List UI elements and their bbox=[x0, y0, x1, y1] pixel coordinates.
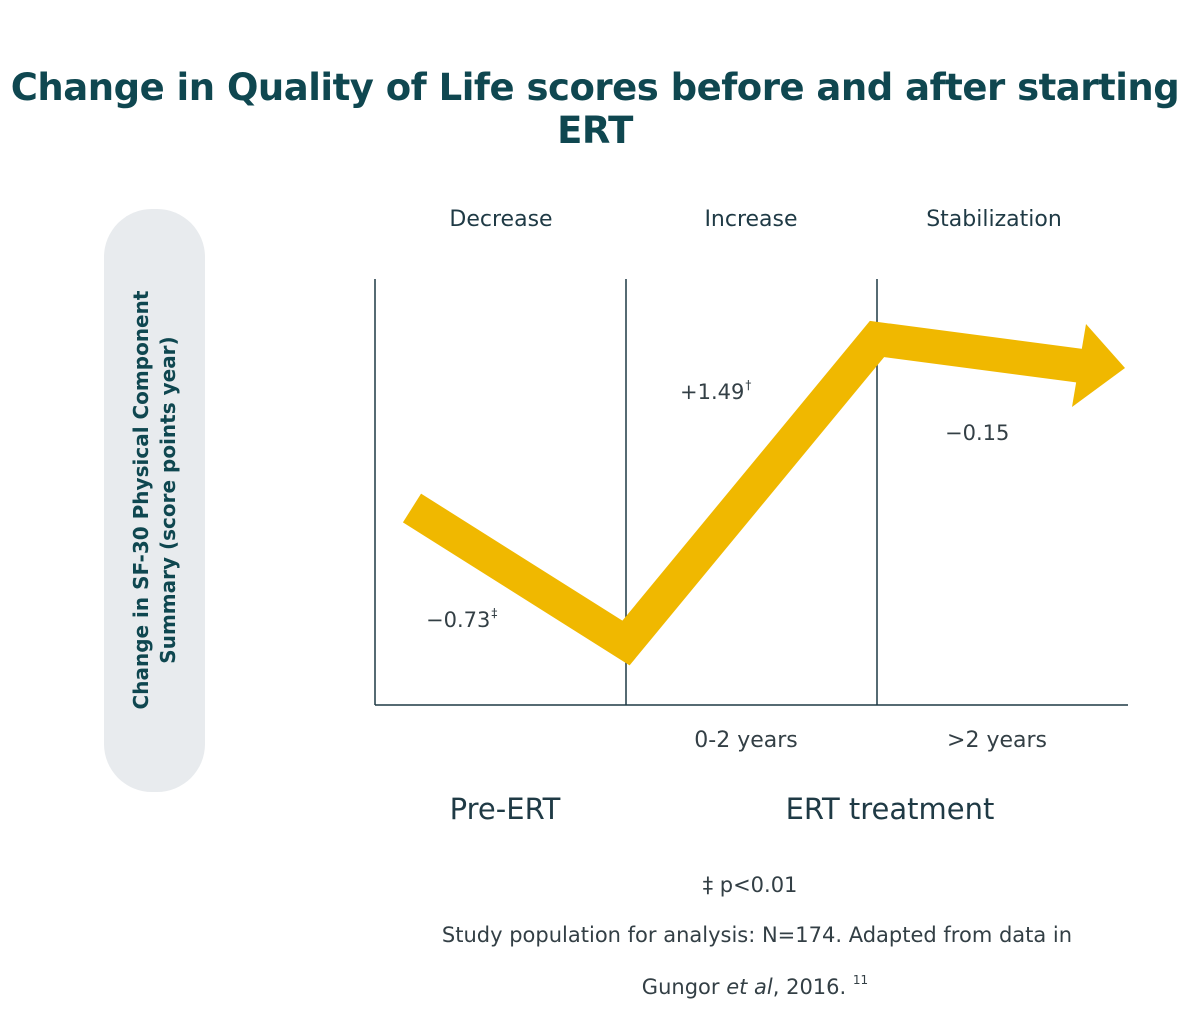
x-tick-over-2-years: >2 years bbox=[947, 728, 1047, 753]
footnote-citation-line-1: Study population for analysis: N=174. Ad… bbox=[441, 923, 1073, 947]
chart-title: Change in Quality of Life scores before … bbox=[10, 66, 1180, 152]
phase-label-increase: Increase bbox=[704, 207, 798, 232]
trend-line bbox=[402, 320, 1085, 666]
trend-arrowhead bbox=[1072, 324, 1125, 407]
phase-label-stabilization: Stabilization bbox=[926, 207, 1062, 232]
value-label-over-2-years: −0.15 bbox=[945, 421, 1010, 445]
value-label-0-2-years: +1.49† bbox=[680, 378, 752, 404]
y-axis-label-background bbox=[104, 209, 205, 792]
group-label-ert-treatment: ERT treatment bbox=[785, 792, 995, 826]
value-label-pre-ert: −0.73‡ bbox=[426, 606, 498, 632]
footnote-citation-line-2: Gungor et al, 2016. 11 bbox=[641, 973, 869, 999]
x-tick-0-2-years: 0-2 years bbox=[694, 728, 798, 753]
footnote-significance: ‡ p<0.01 bbox=[702, 873, 798, 897]
phase-label-decrease: Decrease bbox=[449, 207, 553, 232]
trend-layer bbox=[402, 320, 1125, 666]
group-label-pre-ert: Pre-ERT bbox=[449, 792, 561, 826]
